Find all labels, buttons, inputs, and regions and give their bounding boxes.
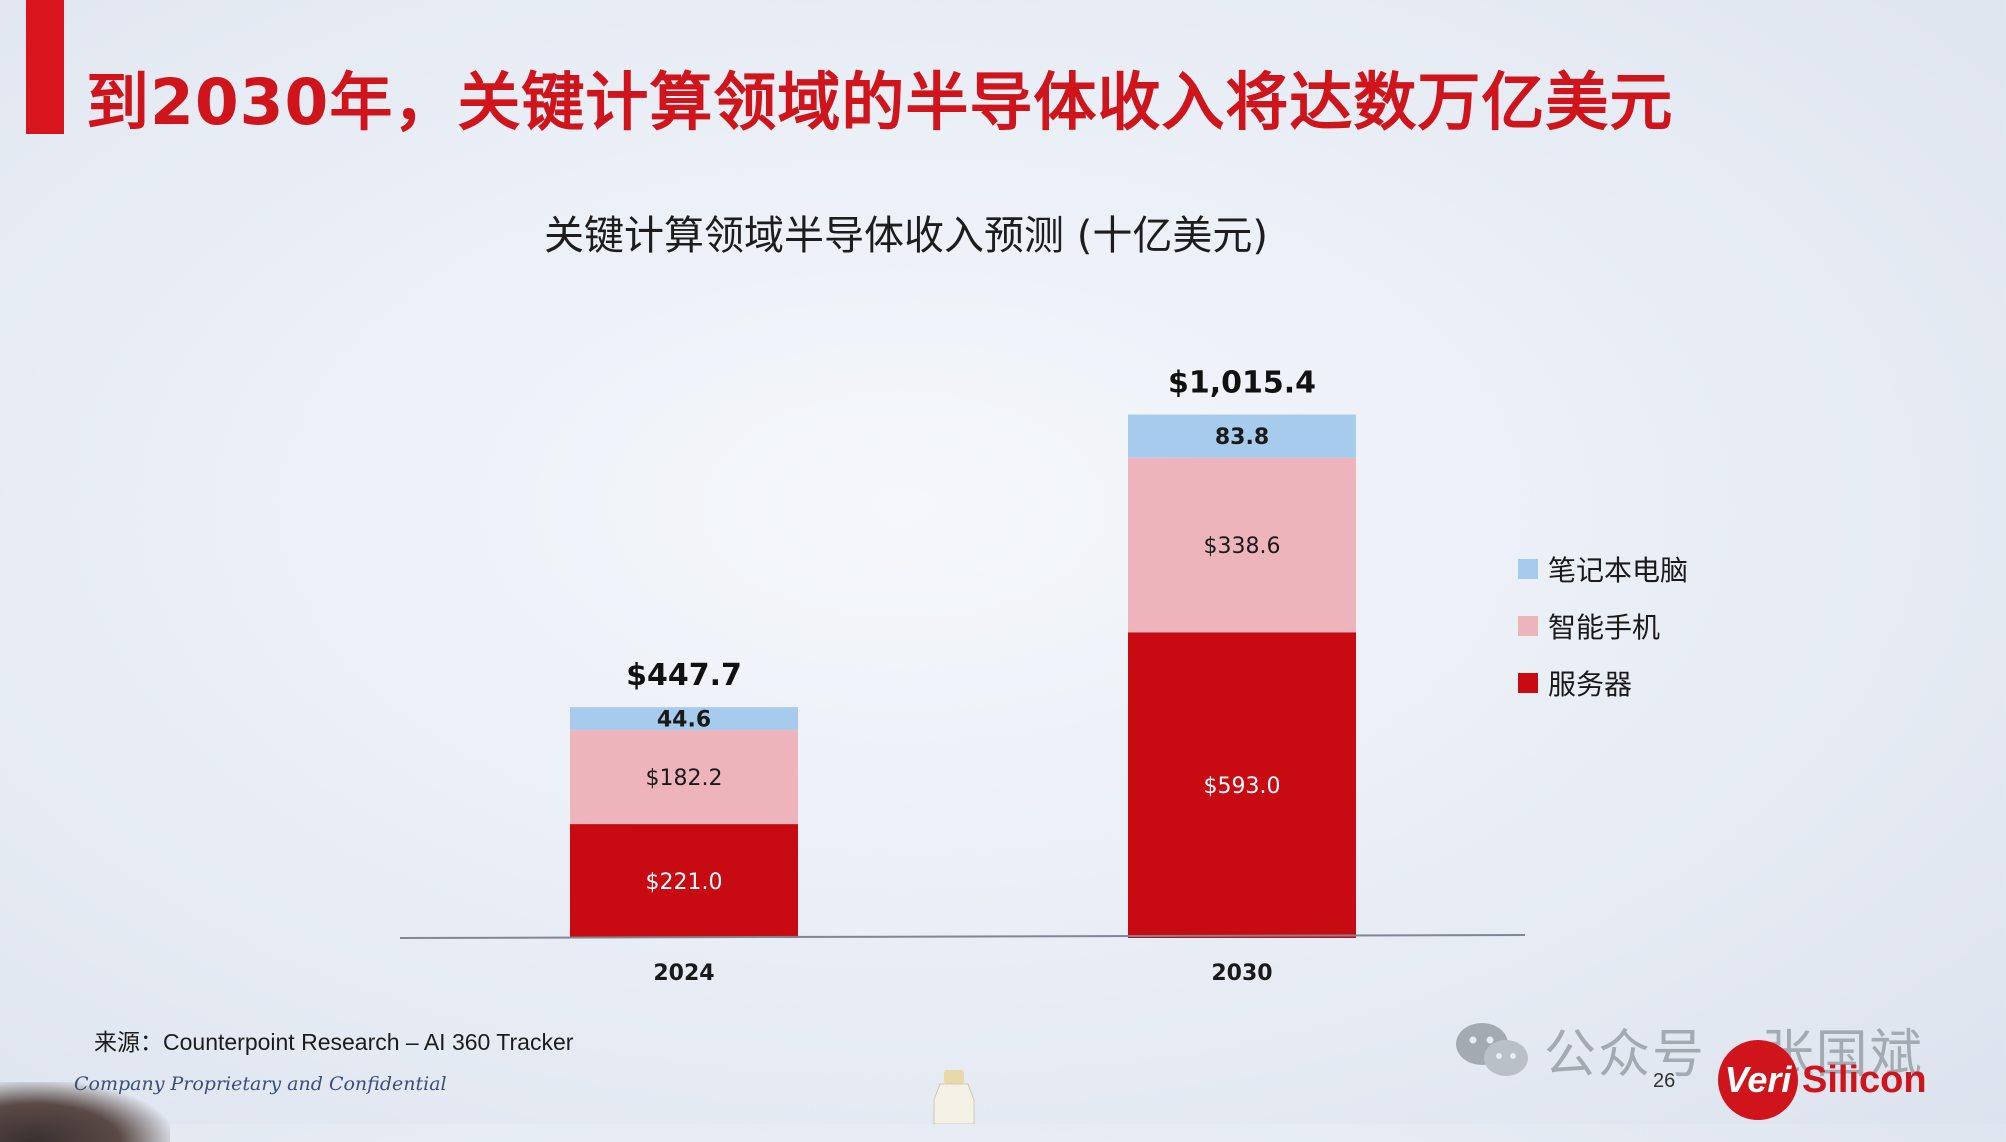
total-label-2030: $1,015.4 <box>1168 366 1316 401</box>
logo-circle: Veri <box>1718 1040 1798 1120</box>
bar-segment-智能手机-2030 <box>1128 457 1356 633</box>
data-label-笔记本电脑-2030: 83.8 <box>1215 425 1269 450</box>
chart-title: 关键计算领域半导体收入预测 (十亿美元) <box>544 213 1268 259</box>
legend-item-服务器: 服务器 <box>1518 654 1688 711</box>
wechat-icon <box>1456 1022 1528 1076</box>
legend-swatch-笔记本电脑 <box>1518 558 1538 579</box>
legend-item-笔记本电脑: 笔记本电脑 <box>1518 540 1688 597</box>
legend-swatch-服务器 <box>1518 672 1538 693</box>
legend-item-智能手机: 智能手机 <box>1518 597 1688 654</box>
bar-segment-服务器-2030 <box>1128 632 1356 938</box>
chart-legend: 笔记本电脑智能手机服务器 <box>1518 540 1688 711</box>
legend-label-智能手机: 智能手机 <box>1548 610 1661 644</box>
x-tick-label-2024: 2024 <box>653 961 714 986</box>
data-label-服务器-2030: $593.0 <box>1204 774 1281 799</box>
legend-label-笔记本电脑: 笔记本电脑 <box>1548 553 1689 587</box>
bar-segment-笔记本电脑-2030 <box>1128 414 1356 458</box>
audience-head-silhouette <box>0 1082 170 1142</box>
bar-segment-笔记本电脑-2024 <box>570 707 798 731</box>
legend-label-服务器: 服务器 <box>1548 667 1633 701</box>
page-number: 26 <box>1653 1070 1676 1092</box>
logo-veri-text: Veri <box>1724 1059 1792 1100</box>
total-label-2024: $447.7 <box>626 658 742 693</box>
logo-silicon-text: Silicon <box>1802 1058 1927 1101</box>
legend-swatch-智能手机 <box>1518 615 1538 636</box>
bar-segment-智能手机-2024 <box>570 730 798 825</box>
bar-segment-服务器-2024 <box>570 824 798 938</box>
bottle-shape <box>933 1070 975 1124</box>
data-label-智能手机-2024: $182.2 <box>646 766 723 791</box>
verisilicon-logo: Veri Silicon <box>1718 1040 1927 1120</box>
slide-title: 到2030年，关键计算领域的半导体收入将达数万亿美元 <box>86 66 1674 139</box>
source-note: 来源：Counterpoint Research – AI 360 Tracke… <box>94 1029 574 1055</box>
data-label-服务器-2024: $221.0 <box>646 870 723 895</box>
x-axis-line <box>399 934 1526 939</box>
data-label-智能手机-2030: $338.6 <box>1204 534 1281 559</box>
title-accent-bar <box>26 0 64 134</box>
x-tick-label-2030: 2030 <box>1211 961 1272 986</box>
data-label-笔记本电脑-2024: 44.6 <box>657 708 711 733</box>
